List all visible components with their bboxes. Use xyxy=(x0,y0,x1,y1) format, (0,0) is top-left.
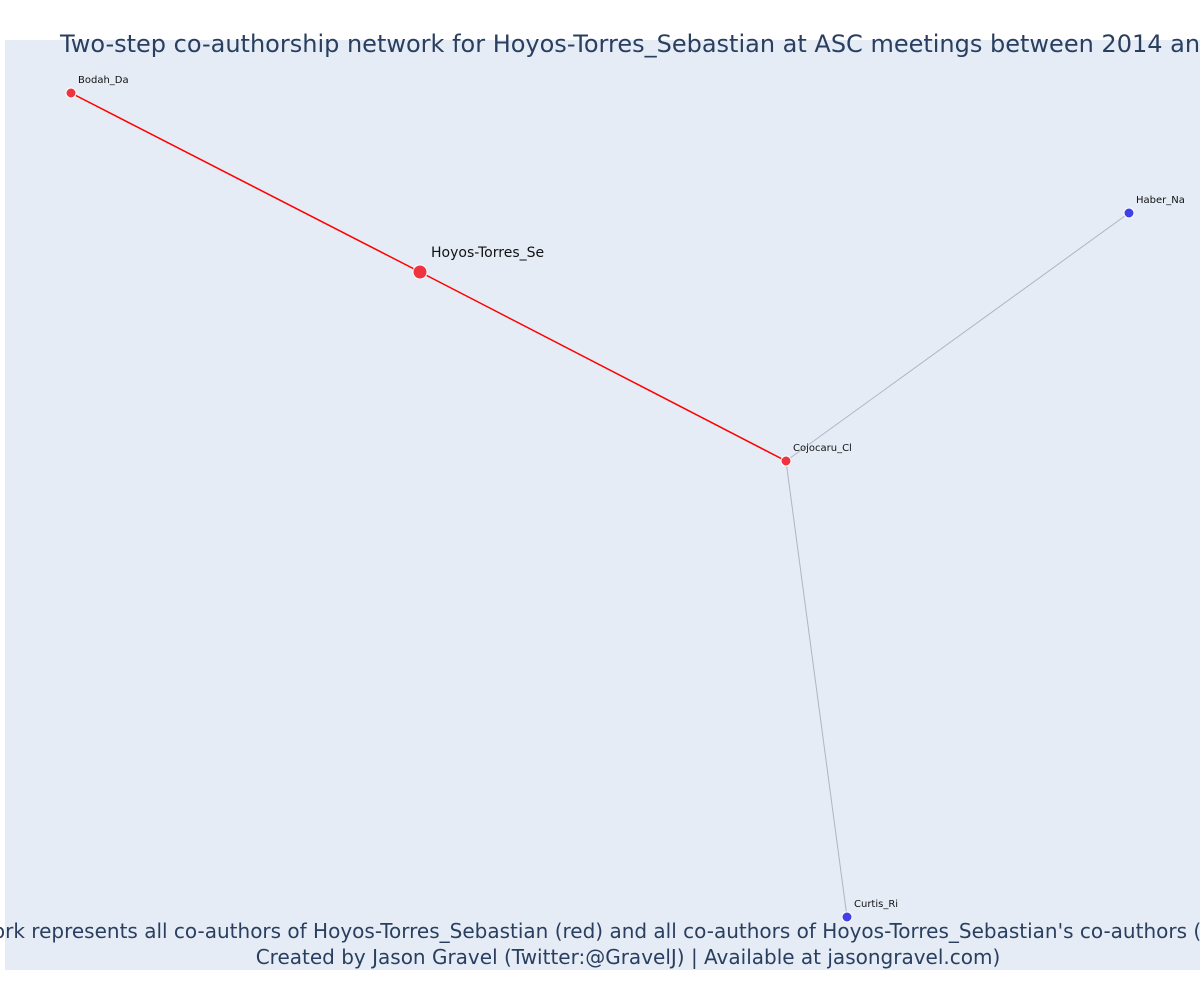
footer-credit: Created by Jason Gravel (Twitter:@Gravel… xyxy=(256,945,1001,969)
nodes-layer xyxy=(65,87,1135,923)
node-labels-layer: Hoyos-Torres_Se Bodah_Da Cojocaru_Cl Haber_… xyxy=(78,75,1185,910)
node-label-haber: Haber_Na xyxy=(1136,195,1185,206)
node-label-cojocaru: Cojocaru_Cl xyxy=(793,443,852,454)
node-haber[interactable] xyxy=(1123,207,1135,219)
edge-cojocaru-haber xyxy=(785,212,1130,462)
node-hoyos[interactable] xyxy=(412,264,428,280)
edge-hoyos-cojocaru xyxy=(419,271,787,462)
edge-cojocaru-curtis xyxy=(785,460,848,918)
node-cojocaru[interactable] xyxy=(780,455,792,467)
node-label-hoyos: Hoyos-Torres_Se xyxy=(431,245,544,261)
node-label-bodah: Bodah_Da xyxy=(78,75,129,86)
edges-layer xyxy=(70,92,1130,918)
plot-background xyxy=(5,40,1200,970)
footer-caption: Network represents all co-authors of Hoy… xyxy=(0,919,1200,943)
chart-title: Two-step co-authorship network for Hoyos… xyxy=(59,30,1200,58)
node-curtis[interactable] xyxy=(841,911,853,923)
edge-bodah-hoyos xyxy=(70,92,421,273)
node-bodah[interactable] xyxy=(65,87,77,99)
node-label-curtis: Curtis_Ri xyxy=(854,899,898,910)
